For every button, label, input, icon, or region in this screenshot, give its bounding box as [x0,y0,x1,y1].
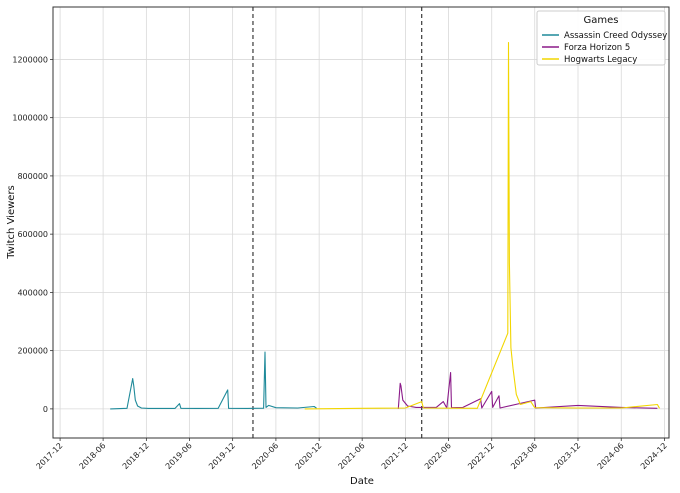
series-lines [110,41,660,410]
y-tick-label: 600000 [17,230,48,239]
x-tick-label: 2023-06 [509,441,539,471]
plot-frame [52,6,670,439]
x-tick-label: 2023-12 [552,441,582,471]
x-tick-label: 2024-06 [596,441,626,471]
x-tick-label: 2019-06 [164,441,194,471]
y-axis-label: Twitch Viewers [6,185,17,260]
x-tick-label: 2018-06 [78,441,108,471]
legend: Games Assassin Creed Odyssey Forza Horizon… [536,10,667,66]
grid-lines [53,7,669,438]
series-line-forza-horizon-5 [397,371,658,409]
x-tick-label: 2021-12 [380,441,410,471]
x-tick-label: 2017-12 [34,441,64,471]
y-tick-label: 1200000 [12,55,48,64]
legend-label: Forza Horizon 5 [564,43,630,53]
y-tick-label: 200000 [17,347,48,356]
legend-label: Hogwarts Legacy [564,55,637,65]
series-line-assassin-creed-odyssey [110,351,317,410]
legend-box [536,10,666,66]
x-tick-label: 2024-12 [639,441,669,471]
y-tick-label: 1000000 [12,114,48,123]
event-markers [252,7,423,438]
x-tick-label: 2019-12 [207,441,237,471]
x-tick-label: 2022-06 [423,441,453,471]
x-tick-label: 2021-06 [337,441,367,471]
x-tick-label: 2020-12 [294,441,324,471]
y-tick-label: 800000 [17,172,48,181]
series-line-hogwarts-legacy [304,41,660,410]
x-tick-label: 2018-12 [121,441,151,471]
legend-title: Games [584,15,619,26]
x-tick-label: 2022-12 [466,441,496,471]
y-tick-label: 400000 [17,288,48,297]
x-tick-label: 2020-06 [250,441,280,471]
y-tick-label: 0 [43,405,48,414]
x-axis-label: Date [350,476,374,487]
legend-label: Assassin Creed Odyssey [564,31,667,41]
